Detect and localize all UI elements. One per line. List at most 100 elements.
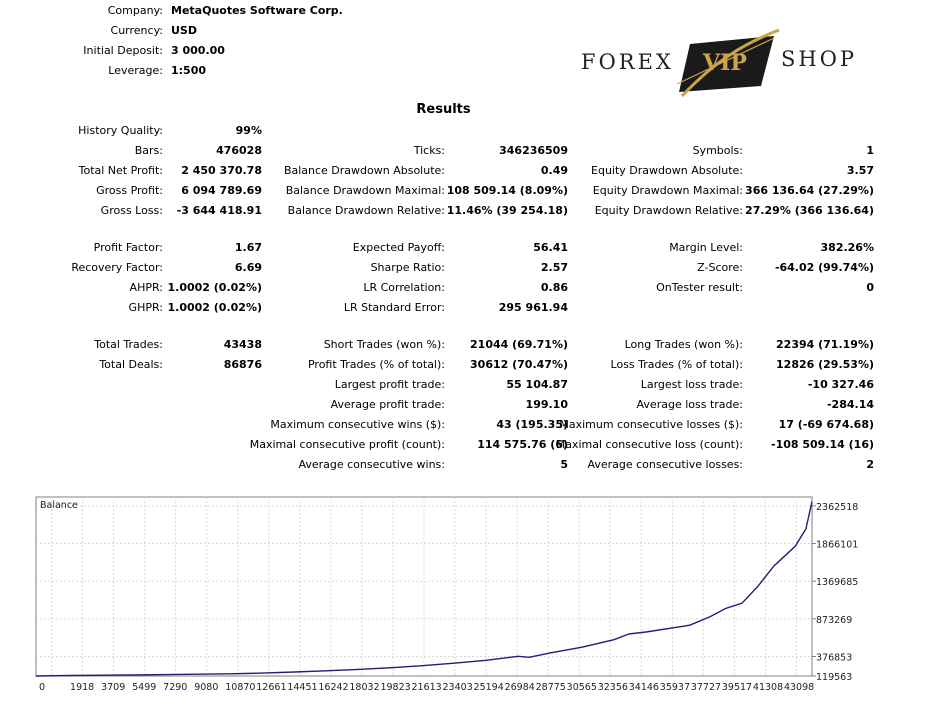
col1-value-9: 43438 <box>223 338 262 351</box>
logo-vip-text: VIP <box>702 50 747 76</box>
x-tick-label: 0 <box>39 682 45 693</box>
initial-deposit-label: Initial Deposit: <box>83 44 163 57</box>
col2-value-1: 0.49 <box>540 164 568 177</box>
col1-value-8: 1.0002 (0.02%) <box>167 301 263 314</box>
col2-value-2: 108 509.14 (8.09%) <box>446 184 568 197</box>
col1-value-6: 6.69 <box>234 261 262 274</box>
col2-label-3: Balance Drawdown Relative: <box>287 204 445 217</box>
col3-label-7: Long Trades (won %): <box>624 338 743 351</box>
col2-value-9: 30612 (70.47%) <box>470 358 568 371</box>
x-tick-label: 12661 <box>256 682 286 693</box>
col3-value-11: 17 (-69 674.68) <box>778 418 874 431</box>
col1-label-4: Gross Loss: <box>100 204 163 217</box>
col3-value-2: 366 136.64 (27.29%) <box>745 184 874 197</box>
col2-label-9: Profit Trades (% of total): <box>307 358 445 371</box>
x-tick-label: 34146 <box>629 682 659 693</box>
col1-value-0: 99% <box>235 124 262 137</box>
x-tick-label: 32356 <box>598 682 628 693</box>
col1-value-5: 1.67 <box>234 241 262 254</box>
col2-value-7: 295 961.94 <box>498 301 568 314</box>
y-tick-label: 119563 <box>816 672 852 683</box>
col2-label-14: Average consecutive wins: <box>298 458 445 471</box>
col2-label-5: Sharpe Ratio: <box>370 261 445 274</box>
col2-value-0: 346236509 <box>499 144 568 157</box>
logo-badge-shape <box>679 36 774 92</box>
col3-label-8: Loss Trades (% of total): <box>610 358 743 371</box>
col1-value-10: 86876 <box>223 358 262 371</box>
col2-label-13: Maximal consecutive profit (count): <box>249 438 445 451</box>
company-label: Company: <box>107 4 163 17</box>
col3-value-12: -108 509.14 (16) <box>771 438 874 451</box>
results-title: Results <box>416 102 471 117</box>
x-tick-label: 43098 <box>784 682 814 693</box>
col1-value-7: 1.0002 (0.02%) <box>167 281 263 294</box>
col3-label-9: Largest loss trade: <box>640 378 743 391</box>
x-tick-label: 1918 <box>70 682 94 693</box>
x-tick-label: 19823 <box>380 682 410 693</box>
col3-value-5: -64.02 (99.74%) <box>774 261 874 274</box>
x-tick-label: 39517 <box>722 682 752 693</box>
col2-value-8: 21044 (69.71%) <box>470 338 568 351</box>
x-tick-label: 9080 <box>194 682 218 693</box>
col1-value-1: 476028 <box>216 144 262 157</box>
x-tick-label: 3709 <box>101 682 125 693</box>
col3-label-3: Equity Drawdown Relative: <box>594 204 743 217</box>
col1-value-4: -3 644 418.91 <box>176 204 262 217</box>
x-tick-label: 26984 <box>505 682 535 693</box>
col2-value-12: 43 (195.35) <box>496 418 568 431</box>
col3-label-5: Z-Score: <box>697 261 743 274</box>
balance-series-line <box>35 501 813 677</box>
forex-vip-shop-logo: FOREX VIP SHOP <box>581 28 857 98</box>
col1-label-0: History Quality: <box>78 124 163 137</box>
x-tick-label: 7290 <box>163 682 187 693</box>
col1-value-3: 6 094 789.69 <box>181 184 262 197</box>
col3-value-8: 12826 (29.53%) <box>776 358 874 371</box>
col2-label-12: Maximum consecutive wins ($): <box>270 418 445 431</box>
chart-title: Balance <box>40 500 78 511</box>
x-tick-label: 14451 <box>287 682 317 693</box>
currency-value: USD <box>171 24 197 37</box>
col1-value-2: 2 450 370.78 <box>181 164 262 177</box>
leverage-value: 1:500 <box>171 64 207 77</box>
col2-label-1: Balance Drawdown Absolute: <box>283 164 445 177</box>
col2-value-5: 2.57 <box>540 261 568 274</box>
x-tick-label: 30565 <box>567 682 597 693</box>
col2-label-8: Short Trades (won %): <box>323 338 445 351</box>
x-tick-label: 25194 <box>474 682 504 693</box>
col2-value-11: 199.10 <box>525 398 568 411</box>
col1-label-8: GHPR: <box>128 301 163 314</box>
col2-label-2: Balance Drawdown Maximal: <box>285 184 445 197</box>
col2-value-3: 11.46% (39 254.18) <box>446 204 568 217</box>
col3-value-7: 22394 (71.19%) <box>776 338 874 351</box>
col3-value-3: 27.29% (366 136.64) <box>745 204 874 217</box>
x-tick-label: 21613 <box>411 682 441 693</box>
logo-accent-line <box>676 37 775 85</box>
initial-deposit-value: 3 000.00 <box>171 44 225 57</box>
col1-label-3: Gross Profit: <box>96 184 163 197</box>
y-tick-label: 1369685 <box>816 577 858 588</box>
col2-label-7: LR Standard Error: <box>343 301 445 314</box>
leverage-label: Leverage: <box>108 64 163 77</box>
col1-label-5: Profit Factor: <box>93 241 163 254</box>
col3-value-1: 3.57 <box>846 164 874 177</box>
col3-label-0: Symbols: <box>692 144 743 157</box>
y-tick-label: 376853 <box>816 652 852 663</box>
logo-forex-text: FOREX <box>581 50 674 74</box>
col3-value-4: 382.26% <box>820 241 874 254</box>
col2-label-4: Expected Payoff: <box>352 241 445 254</box>
x-tick-label: 35937 <box>660 682 690 693</box>
col1-label-6: Recovery Factor: <box>71 261 163 274</box>
col3-value-9: -10 327.46 <box>807 378 874 391</box>
col3-label-11: Maximum consecutive losses ($): <box>559 418 743 431</box>
col1-label-1: Bars: <box>134 144 163 157</box>
x-tick-label: 18032 <box>349 682 379 693</box>
logo-shop-text: SHOP <box>781 47 857 71</box>
currency-label: Currency: <box>110 24 163 37</box>
col2-label-0: Ticks: <box>413 144 445 157</box>
col2-label-10: Largest profit trade: <box>334 378 445 391</box>
col3-label-10: Average loss trade: <box>636 398 743 411</box>
col3-value-13: 2 <box>866 458 874 471</box>
col3-label-13: Average consecutive losses: <box>587 458 743 471</box>
col3-label-1: Equity Drawdown Absolute: <box>591 164 743 177</box>
